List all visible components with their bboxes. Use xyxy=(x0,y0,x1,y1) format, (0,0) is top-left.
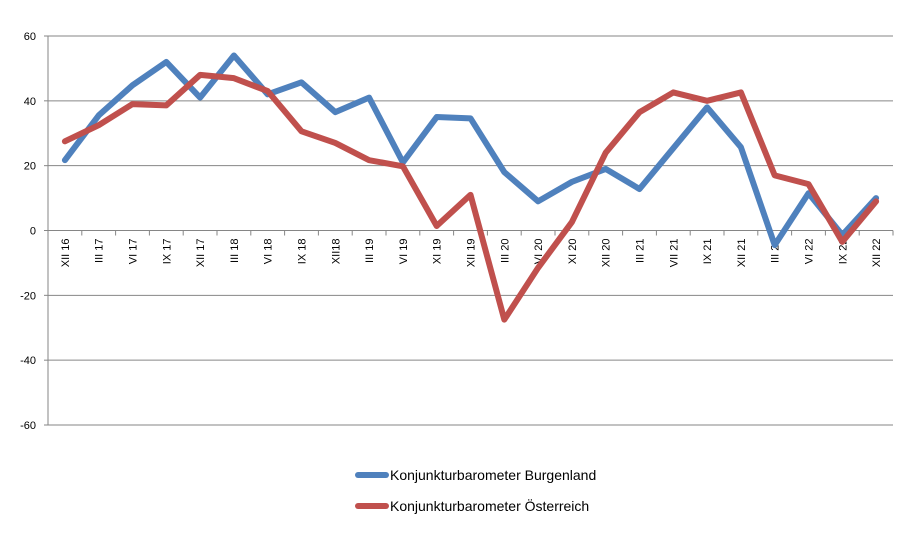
x-tick-label: XII 20 xyxy=(601,239,613,268)
y-tick-label: -60 xyxy=(20,420,36,432)
x-tick-label: IX 18 xyxy=(297,239,309,265)
x-tick-label: XI 20 xyxy=(567,239,579,265)
x-tick-label: XII 22 xyxy=(871,239,883,268)
legend-label: Konjunkturbarometer Burgenland xyxy=(390,467,596,483)
y-tick-label: 60 xyxy=(24,31,36,43)
y-tick-label: 0 xyxy=(30,226,36,238)
series-line-1 xyxy=(65,75,876,320)
x-tick-label: III 19 xyxy=(364,239,376,263)
x-tick-label: XII 21 xyxy=(736,239,748,268)
x-tick-label: III 18 xyxy=(229,239,241,263)
x-tick-label: IX 17 xyxy=(161,239,173,265)
x-tick-label: VI 22 xyxy=(804,239,816,265)
x-tick-label: XII18 xyxy=(330,239,342,265)
x-tick-label: III 17 xyxy=(94,239,106,263)
x-tick-label: VI 19 xyxy=(398,239,410,265)
x-tick-label: VI 18 xyxy=(263,239,275,265)
y-tick-label: -20 xyxy=(20,290,36,302)
x-tick-label: IX 21 xyxy=(702,239,714,265)
y-tick-label: 20 xyxy=(24,161,36,173)
x-tick-label: XII 16 xyxy=(60,239,72,268)
x-tick-label: III 21 xyxy=(635,239,647,263)
y-tick-label: 40 xyxy=(24,96,36,108)
x-tick-label: VII 21 xyxy=(668,239,680,268)
x-tick-label: XI 19 xyxy=(432,239,444,265)
legend-label: Konjunkturbarometer Österreich xyxy=(390,497,589,514)
x-tick-label: XII 19 xyxy=(466,239,478,268)
x-tick-label: VI 17 xyxy=(128,239,140,265)
x-tick-label: III 20 xyxy=(499,239,511,263)
x-tick-label: XII 17 xyxy=(195,239,207,268)
y-tick-label: -40 xyxy=(20,355,36,367)
